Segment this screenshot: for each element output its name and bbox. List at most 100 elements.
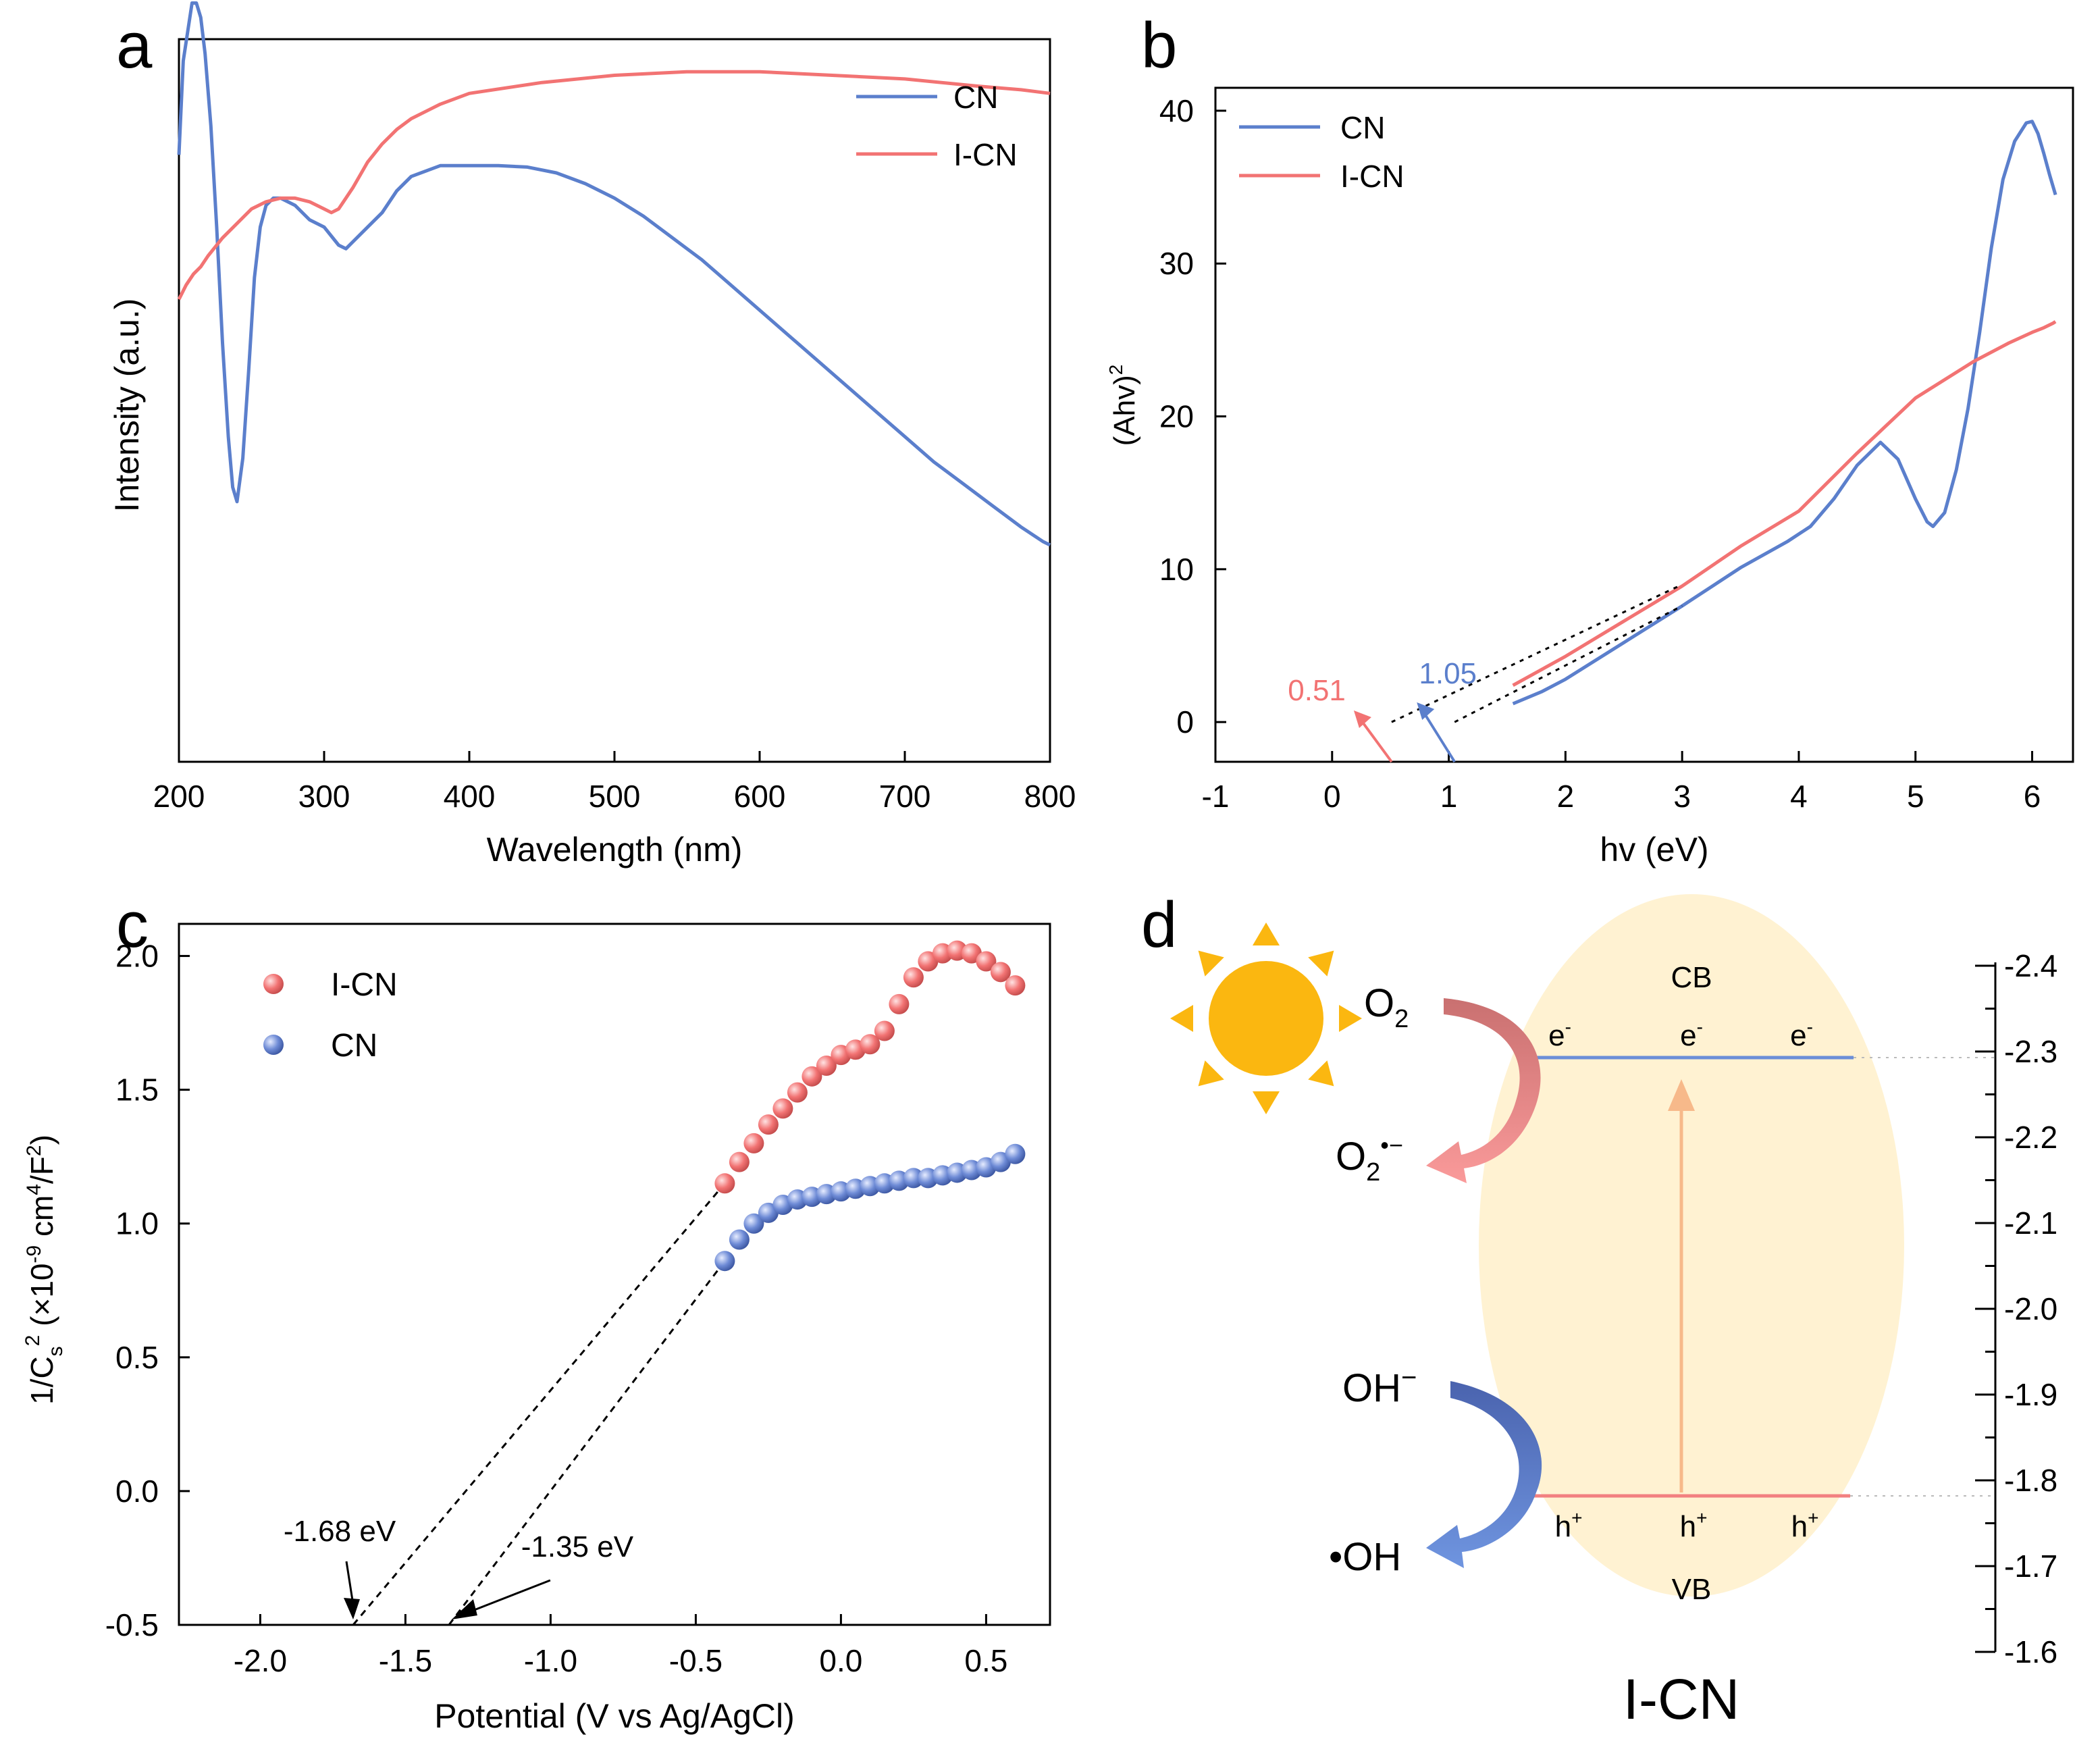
- panel-a-ylabel: Intensity (a.u.): [108, 299, 146, 513]
- o2r-sup: •−: [1380, 1131, 1403, 1159]
- panel-c-ytick-label: 0.0: [115, 1474, 159, 1509]
- energy-scale-label: -1.7: [2004, 1549, 2057, 1584]
- panel-b-fit-line: [1454, 604, 1683, 723]
- panel-c-point-i-cn: [714, 1173, 735, 1194]
- panel-b-xtick-label: 0: [1323, 779, 1341, 814]
- panel-c-point-i-cn: [1005, 975, 1026, 996]
- legend-c-cn-label: CN: [331, 1028, 377, 1064]
- panel-c-xtick-label: -0.5: [669, 1643, 723, 1678]
- h3-base: h: [1791, 1510, 1808, 1543]
- panel-c-point-i-cn: [990, 962, 1011, 983]
- legend-c-cn-marker: [263, 1035, 284, 1055]
- oh-sup: −: [1401, 1363, 1417, 1393]
- sun-icon: [1170, 923, 1362, 1114]
- h1-base: h: [1555, 1510, 1571, 1543]
- electron-3: e-: [1790, 1016, 1813, 1052]
- diagram-title: I-CN: [1623, 1667, 1740, 1731]
- panel-a-series-i-cn: [177, 70, 1051, 301]
- panel-b-fit-line: [1391, 583, 1683, 723]
- panel-c-frame: [178, 923, 1051, 1626]
- e1-sup: -: [1565, 1016, 1571, 1037]
- panel-c-annotation-arrow: [463, 1579, 551, 1615]
- h2-base: h: [1680, 1510, 1696, 1543]
- sun-ray: [1339, 1005, 1362, 1032]
- e2-sup: -: [1697, 1016, 1703, 1037]
- panel-c-annotation-arrowhead: [451, 1599, 477, 1619]
- panel-c-ytick-label: -0.5: [105, 1607, 159, 1642]
- o2-sub: 2: [1394, 1005, 1409, 1033]
- energy-scale-label: -1.6: [2004, 1634, 2057, 1669]
- c-ylab-close: ): [24, 1135, 59, 1145]
- panel-a-xtick-label: 500: [589, 779, 641, 814]
- panel-c-point-i-cn: [976, 951, 997, 972]
- legend-b-icn-label: I-CN: [1340, 159, 1405, 194]
- panel-c-ylabel: 1/Cs2 (×10-9 cm4/F2): [22, 1135, 67, 1405]
- panel-c-xtick-label: 0.0: [819, 1643, 862, 1678]
- panel-c-ytick-label: 1.5: [115, 1072, 159, 1108]
- panel-c-point-i-cn: [772, 1098, 793, 1119]
- panel-b-ylabel-sup: 2: [1105, 365, 1126, 375]
- panel-b-series-i-cn: [1512, 320, 2057, 687]
- o2-radical-label: O2•−: [1336, 1131, 1403, 1187]
- panel-c-xtick-label: -1.5: [379, 1643, 432, 1678]
- panel-a-chart: 200 300 400 500 600 700 800 Wavelength (nm) In…: [108, 1, 1076, 868]
- panel-b-annotation-arrowhead: [1417, 702, 1435, 720]
- h3-sup: +: [1808, 1507, 1818, 1528]
- panel-label-b: b: [1141, 9, 1177, 82]
- e1-base: e: [1548, 1019, 1565, 1052]
- hole-1: h+: [1555, 1507, 1583, 1543]
- o2-label: O2: [1364, 981, 1409, 1033]
- panel-c-point-i-cn: [787, 1082, 808, 1103]
- oh-minus-label: OH−: [1342, 1363, 1417, 1410]
- c-ylab-tail-sup: 2: [23, 1145, 45, 1156]
- panel-b-annotation-arrow: [1419, 706, 1456, 763]
- panel-b-ytick-label: 20: [1159, 399, 1194, 434]
- panel-b-ylabel: (Ahv)2: [1105, 365, 1141, 446]
- panel-c-annotation-arrowhead: [344, 1598, 360, 1619]
- panel-b-ytick-label: 0: [1176, 704, 1194, 739]
- panel-b-legend: CN I-CN: [1239, 110, 1405, 194]
- c-ylab-sub: s: [45, 1346, 67, 1356]
- oh-base: OH: [1342, 1366, 1401, 1410]
- panel-c-point-i-cn: [874, 1020, 895, 1041]
- panel-c-fit-line: [448, 1260, 726, 1626]
- c-ylab-rest: (×10: [24, 1263, 59, 1334]
- panel-c-legend: I-CN CN: [263, 967, 398, 1064]
- panel-a-xtick-label: 400: [444, 779, 496, 814]
- excitation-arrow-head: [1668, 1079, 1695, 1111]
- panel-c-point-i-cn: [889, 993, 910, 1014]
- legend-c-icn-label: I-CN: [331, 967, 398, 1003]
- e2-base: e: [1680, 1019, 1696, 1052]
- o2r-sub: 2: [1366, 1158, 1380, 1187]
- energy-scale-label: -1.8: [2004, 1463, 2057, 1498]
- panel-c-point-i-cn: [903, 967, 924, 988]
- panel-a-series-cn: [177, 1, 1051, 547]
- c-ylab-exp: -9: [23, 1245, 45, 1264]
- panel-a-xtick-label: 700: [879, 779, 931, 814]
- panel-c-point-i-cn: [816, 1055, 837, 1076]
- legend-c-icn-marker: [263, 974, 284, 994]
- panel-c-point-i-cn: [743, 1133, 764, 1153]
- c-ylab-tail: /F: [24, 1156, 59, 1184]
- panel-c-point-i-cn: [802, 1066, 822, 1087]
- panel-c-point-cn: [714, 1251, 735, 1272]
- sun-ray: [1253, 1091, 1280, 1114]
- panel-b-xtick-label: -1: [1202, 779, 1230, 814]
- c-ylab-sup: 2: [22, 1335, 44, 1347]
- energy-scale-label: -2.2: [2004, 1120, 2057, 1155]
- panel-b-xlabel: hv (eV): [1600, 831, 1708, 868]
- panel-c-point-cn: [729, 1229, 750, 1250]
- hole-2: h+: [1680, 1507, 1708, 1543]
- oh-radical-label: •OH: [1329, 1535, 1401, 1579]
- panel-a-xtick-label: 800: [1024, 779, 1076, 814]
- sun-ray: [1170, 1005, 1193, 1032]
- panel-c-point-i-cn: [758, 1114, 779, 1135]
- o2-base: O: [1364, 981, 1394, 1025]
- sun-ray: [1198, 950, 1224, 977]
- panel-b-annotation-label: 1.05: [1419, 657, 1477, 690]
- panel-label-c: c: [116, 889, 149, 961]
- panel-a-xtick-label: 600: [734, 779, 786, 814]
- c-ylab-unit-sup: 4: [23, 1184, 45, 1195]
- panel-b-xtick-label: 6: [2024, 779, 2041, 814]
